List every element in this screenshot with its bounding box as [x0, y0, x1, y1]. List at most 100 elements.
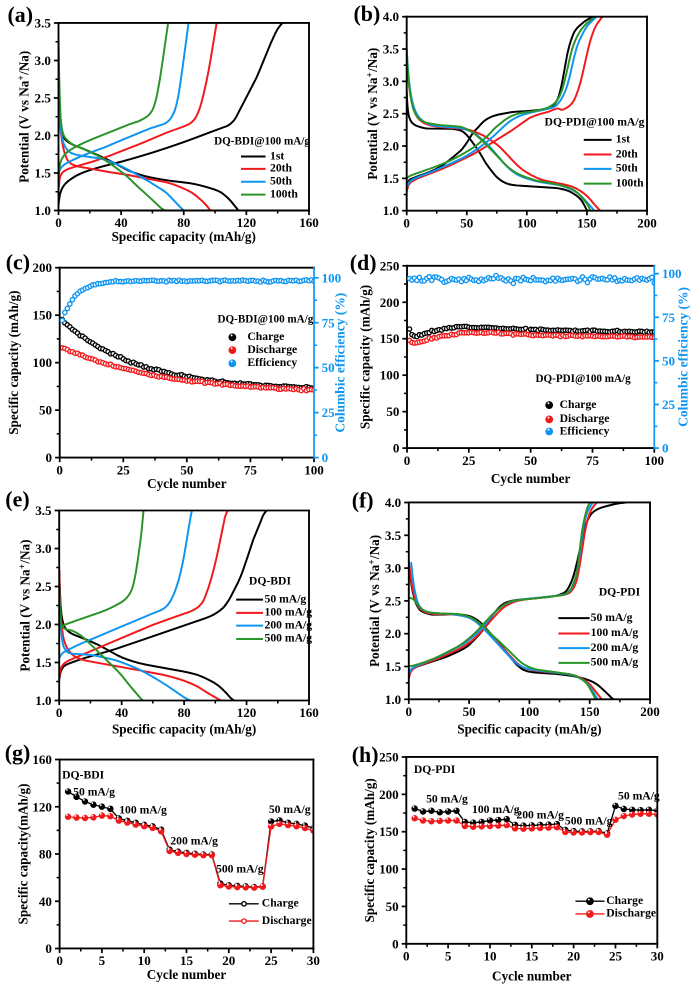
svg-text:50 mA/g: 50 mA/g	[426, 793, 468, 806]
svg-text:20: 20	[567, 948, 581, 963]
svg-text:2.5: 2.5	[35, 579, 52, 594]
svg-text:Specific capacity (mAh/g): Specific capacity (mAh/g)	[112, 722, 256, 737]
svg-text:50: 50	[524, 453, 538, 468]
svg-text:0: 0	[406, 704, 413, 719]
svg-text:2.0: 2.0	[35, 128, 52, 143]
svg-text:Specific capacity (mAh/g): Specific capacity (mAh/g)	[357, 285, 372, 429]
svg-text:2.5: 2.5	[385, 593, 402, 608]
svg-text:3.5: 3.5	[35, 503, 52, 518]
svg-text:200 mA/g: 200 mA/g	[591, 641, 639, 654]
svg-text:150: 150	[380, 331, 400, 346]
svg-text:15: 15	[525, 948, 539, 963]
svg-text:200: 200	[32, 260, 52, 275]
svg-text:0: 0	[56, 953, 63, 968]
svg-text:500 mA/g: 500 mA/g	[591, 656, 639, 669]
svg-text:500 mA/g: 500 mA/g	[216, 863, 264, 876]
svg-text:P o t e: P o t e n t i a l ( V v s N a / N a ) +	[357, 42, 382, 180]
svg-text:DQ-PDI: DQ-PDI	[414, 763, 456, 776]
svg-text:3.0: 3.0	[383, 74, 400, 89]
svg-text:50 mA/g: 50 mA/g	[618, 790, 660, 803]
svg-text:5: 5	[445, 948, 452, 963]
svg-text:Cycle number: Cycle number	[491, 471, 571, 486]
svg-text:100: 100	[520, 704, 540, 719]
svg-text:Charge: Charge	[262, 897, 299, 910]
svg-text:25: 25	[662, 397, 676, 412]
svg-text:160: 160	[299, 705, 319, 720]
svg-text:80: 80	[177, 215, 191, 230]
svg-text:25: 25	[265, 953, 279, 968]
svg-text:200 mA/g: 200 mA/g	[170, 835, 218, 848]
svg-text:80: 80	[39, 847, 53, 862]
svg-text:Columbic efficiency (%): Columbic efficiency (%)	[333, 293, 348, 433]
svg-text:2.0: 2.0	[383, 139, 400, 154]
svg-text:50: 50	[463, 704, 477, 719]
svg-text:150: 150	[577, 215, 597, 230]
svg-text:1.5: 1.5	[385, 659, 402, 674]
svg-text:1.0: 1.0	[35, 693, 52, 708]
svg-text:50: 50	[180, 462, 194, 477]
svg-text:2.0: 2.0	[35, 617, 52, 632]
svg-text:80: 80	[178, 705, 192, 720]
svg-text:3.0: 3.0	[35, 53, 52, 68]
svg-text:500 mA/g: 500 mA/g	[565, 814, 613, 827]
svg-text:Cycle number: Cycle number	[147, 967, 227, 982]
svg-text:50: 50	[460, 215, 474, 230]
svg-text:DQ-BDI: DQ-BDI	[249, 574, 292, 587]
svg-text:4.0: 4.0	[385, 495, 402, 510]
svg-text:1.5: 1.5	[35, 166, 52, 181]
svg-text:20: 20	[222, 953, 236, 968]
svg-text:0: 0	[46, 450, 53, 465]
svg-text:100: 100	[662, 266, 682, 281]
svg-text:100 mA/g: 100 mA/g	[119, 803, 167, 816]
svg-text:75: 75	[586, 453, 600, 468]
svg-text:P o t e: P o t e n t i a l ( V v s N a / N a ) +	[9, 534, 34, 672]
svg-text:10: 10	[138, 953, 152, 968]
svg-text:200: 200	[379, 787, 399, 802]
svg-text:25: 25	[322, 405, 336, 420]
svg-text:1.0: 1.0	[383, 203, 400, 218]
svg-text:100: 100	[379, 862, 399, 877]
svg-text:150: 150	[580, 704, 600, 719]
svg-text:40: 40	[115, 215, 129, 230]
svg-text:160: 160	[299, 215, 319, 230]
svg-text:150: 150	[32, 308, 52, 323]
svg-text:75: 75	[322, 315, 336, 330]
svg-text:Cycle number: Cycle number	[492, 968, 572, 983]
svg-text:100: 100	[517, 215, 537, 230]
svg-text:1st: 1st	[270, 149, 284, 162]
svg-text:50: 50	[662, 353, 676, 368]
svg-text:100th: 100th	[616, 176, 644, 189]
svg-text:150: 150	[379, 824, 399, 839]
svg-text:(e): (e)	[5, 487, 29, 512]
svg-text:1.0: 1.0	[385, 692, 402, 707]
svg-text:1.5: 1.5	[383, 171, 400, 186]
svg-text:100: 100	[645, 453, 665, 468]
svg-text:3.5: 3.5	[383, 42, 400, 57]
svg-text:DQ-BDI@100 mA/g: DQ-BDI@100 mA/g	[218, 314, 314, 326]
svg-text:1st: 1st	[616, 133, 630, 146]
svg-text:0: 0	[322, 450, 329, 465]
svg-text:Specific capacity (mAh/g): Specific capacity (mAh/g)	[457, 721, 601, 736]
svg-text:Charge: Charge	[247, 330, 284, 343]
svg-text:200 mA/g: 200 mA/g	[265, 618, 313, 631]
svg-text:DQ-PDI: DQ-PDI	[599, 586, 641, 599]
svg-text:100: 100	[304, 462, 324, 477]
svg-text:(a): (a)	[8, 2, 34, 27]
svg-text:20th: 20th	[270, 162, 293, 175]
svg-text:3.5: 3.5	[35, 16, 52, 31]
svg-text:25: 25	[609, 948, 623, 963]
svg-text:50: 50	[322, 360, 336, 375]
svg-text:0: 0	[55, 215, 62, 230]
svg-text:75: 75	[662, 310, 676, 325]
svg-text:250: 250	[380, 258, 400, 273]
svg-text:100: 100	[380, 368, 400, 383]
svg-text:250: 250	[379, 750, 399, 765]
svg-text:Discharge: Discharge	[247, 343, 297, 356]
svg-text:40: 40	[39, 894, 53, 909]
svg-text:200: 200	[380, 295, 400, 310]
svg-text:Specific capacity (mAh/g): Specific capacity (mAh/g)	[112, 229, 256, 244]
svg-text:15: 15	[180, 953, 194, 968]
svg-text:3.0: 3.0	[35, 541, 52, 556]
svg-text:0: 0	[403, 215, 410, 230]
svg-text:(h): (h)	[352, 742, 379, 767]
